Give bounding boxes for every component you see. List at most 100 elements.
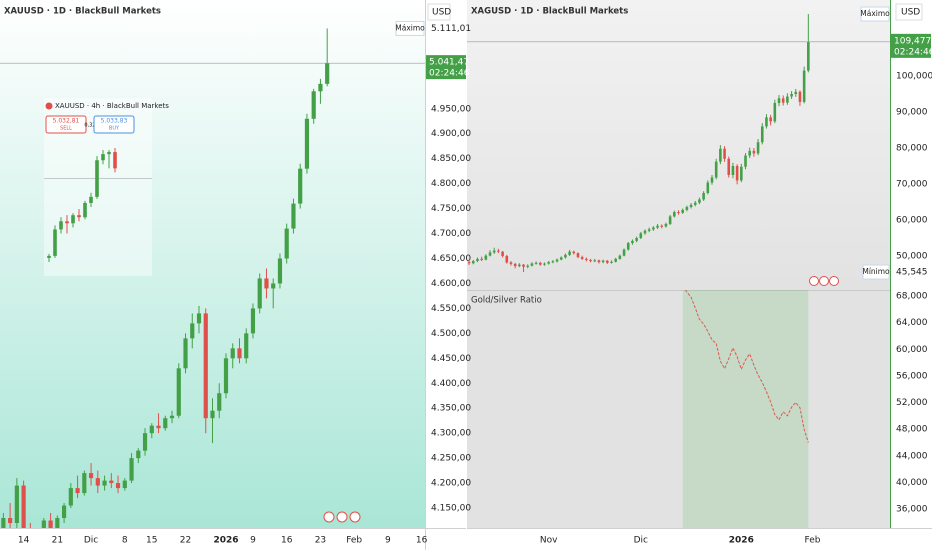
candle-body <box>210 410 215 419</box>
candle-body <box>14 485 19 524</box>
y-tick-label: 100,000 <box>896 71 932 81</box>
candle-body <box>714 161 718 178</box>
inset-body <box>71 215 75 224</box>
candle-body <box>748 150 751 156</box>
x-tick-label: Feb <box>805 536 821 546</box>
candle-body <box>660 225 664 227</box>
candle-body <box>547 262 550 264</box>
x-tick-label: 9 <box>250 536 256 546</box>
candle-body <box>606 260 609 263</box>
last-price: 5.041,47 <box>429 58 469 68</box>
silver-title: XAGUSD · 1D · BlackBull Markets <box>471 7 628 17</box>
buy-price: 5.033,83 <box>101 118 128 125</box>
y-tick-label: 90,000 <box>896 107 928 117</box>
y-tick-label: 4.550,00 <box>431 304 471 314</box>
inset-body <box>47 255 51 258</box>
candle-body <box>735 165 739 181</box>
candle-body <box>264 278 269 289</box>
x-tick-label: 14 <box>18 536 30 546</box>
candle-body <box>693 202 697 205</box>
candle-body <box>597 260 601 263</box>
candle-body <box>710 177 714 183</box>
high-label: Máximo <box>860 9 890 18</box>
candle-body <box>95 478 100 486</box>
countdown: 02:24:46 <box>894 47 932 57</box>
event-icons <box>323 276 839 523</box>
highlight-range <box>682 290 809 528</box>
high-box <box>395 20 425 36</box>
y-tick-label: 60,000 <box>896 216 928 226</box>
y-tick-label: 4.700,00 <box>431 229 471 239</box>
candle-body <box>21 485 26 528</box>
countdown: 02:24:46 <box>429 69 470 79</box>
y-tick-label: 4.850,00 <box>431 154 471 164</box>
y-tick-label: 80,000 <box>896 143 928 153</box>
inset-body <box>113 152 117 169</box>
last-price-box <box>426 55 466 80</box>
candle-body <box>203 313 208 419</box>
y-tick-label: 4.350,00 <box>431 404 471 414</box>
inset-body <box>89 196 93 203</box>
candle-body <box>798 91 802 102</box>
candle-body <box>781 98 785 103</box>
candle-body <box>480 258 483 260</box>
candle-body <box>626 243 630 250</box>
candle-body <box>244 333 249 359</box>
candle-body <box>790 93 793 97</box>
currency-box <box>895 3 923 21</box>
candle-body <box>589 259 592 262</box>
y-tick-label: 52,000 <box>896 398 928 408</box>
x-tick-label: 2026 <box>729 536 754 546</box>
candle-body <box>88 473 94 479</box>
candle-body <box>149 425 154 434</box>
candle-body <box>190 323 195 339</box>
y-tick-label: 40,000 <box>896 478 928 488</box>
candle-body <box>564 254 567 258</box>
candle-body <box>291 203 296 229</box>
inset-body <box>53 229 57 256</box>
y-tick-label: 4.500,00 <box>431 329 471 339</box>
high-value: 5.111,01 <box>431 24 471 34</box>
x-tick-label: Nov <box>540 536 558 546</box>
candle-body <box>534 262 538 264</box>
candle-body <box>744 155 747 167</box>
x-tick-label: Dic <box>84 536 98 546</box>
y-tick-label: 60,000 <box>896 345 928 355</box>
candle-body <box>183 338 188 369</box>
candle-body <box>526 265 530 267</box>
sell-price: 5.032,81 <box>53 118 80 125</box>
ratio-title: Gold/Silver Ratio <box>471 296 542 306</box>
candle-body <box>176 368 181 416</box>
x-tick-label: 15 <box>146 536 157 546</box>
candle-body <box>284 228 289 259</box>
candle-body <box>706 182 710 193</box>
candle-body <box>756 142 760 154</box>
candle-body <box>484 255 488 260</box>
x-tick-label: Feb <box>346 536 362 546</box>
x-tick-label: 16 <box>416 536 428 546</box>
candle-body <box>48 520 53 528</box>
sell-label: SELL <box>60 126 72 132</box>
inset-icon <box>45 102 53 110</box>
inset-body <box>59 221 63 230</box>
candle-body <box>518 264 521 267</box>
candle-body <box>698 199 701 203</box>
x-tick-label: Dic <box>634 536 648 546</box>
buy-box <box>93 115 135 134</box>
candle-body <box>230 348 235 359</box>
inset-body <box>83 202 87 218</box>
low-box <box>862 264 890 280</box>
candle-body <box>1 518 6 528</box>
x-tick-label: 9 <box>385 536 391 546</box>
x-tick-label: 2026 <box>213 536 238 546</box>
candle-body <box>807 41 810 71</box>
candle-body <box>271 283 276 289</box>
x-tick-label: 8 <box>122 536 128 546</box>
candle-body <box>576 253 580 258</box>
candle-body <box>530 263 534 266</box>
x-tick-label: 16 <box>281 536 293 546</box>
last-price: 109,477 <box>894 36 931 46</box>
candle-body <box>618 255 622 259</box>
candle-body <box>223 358 229 394</box>
candle-body <box>580 257 584 259</box>
